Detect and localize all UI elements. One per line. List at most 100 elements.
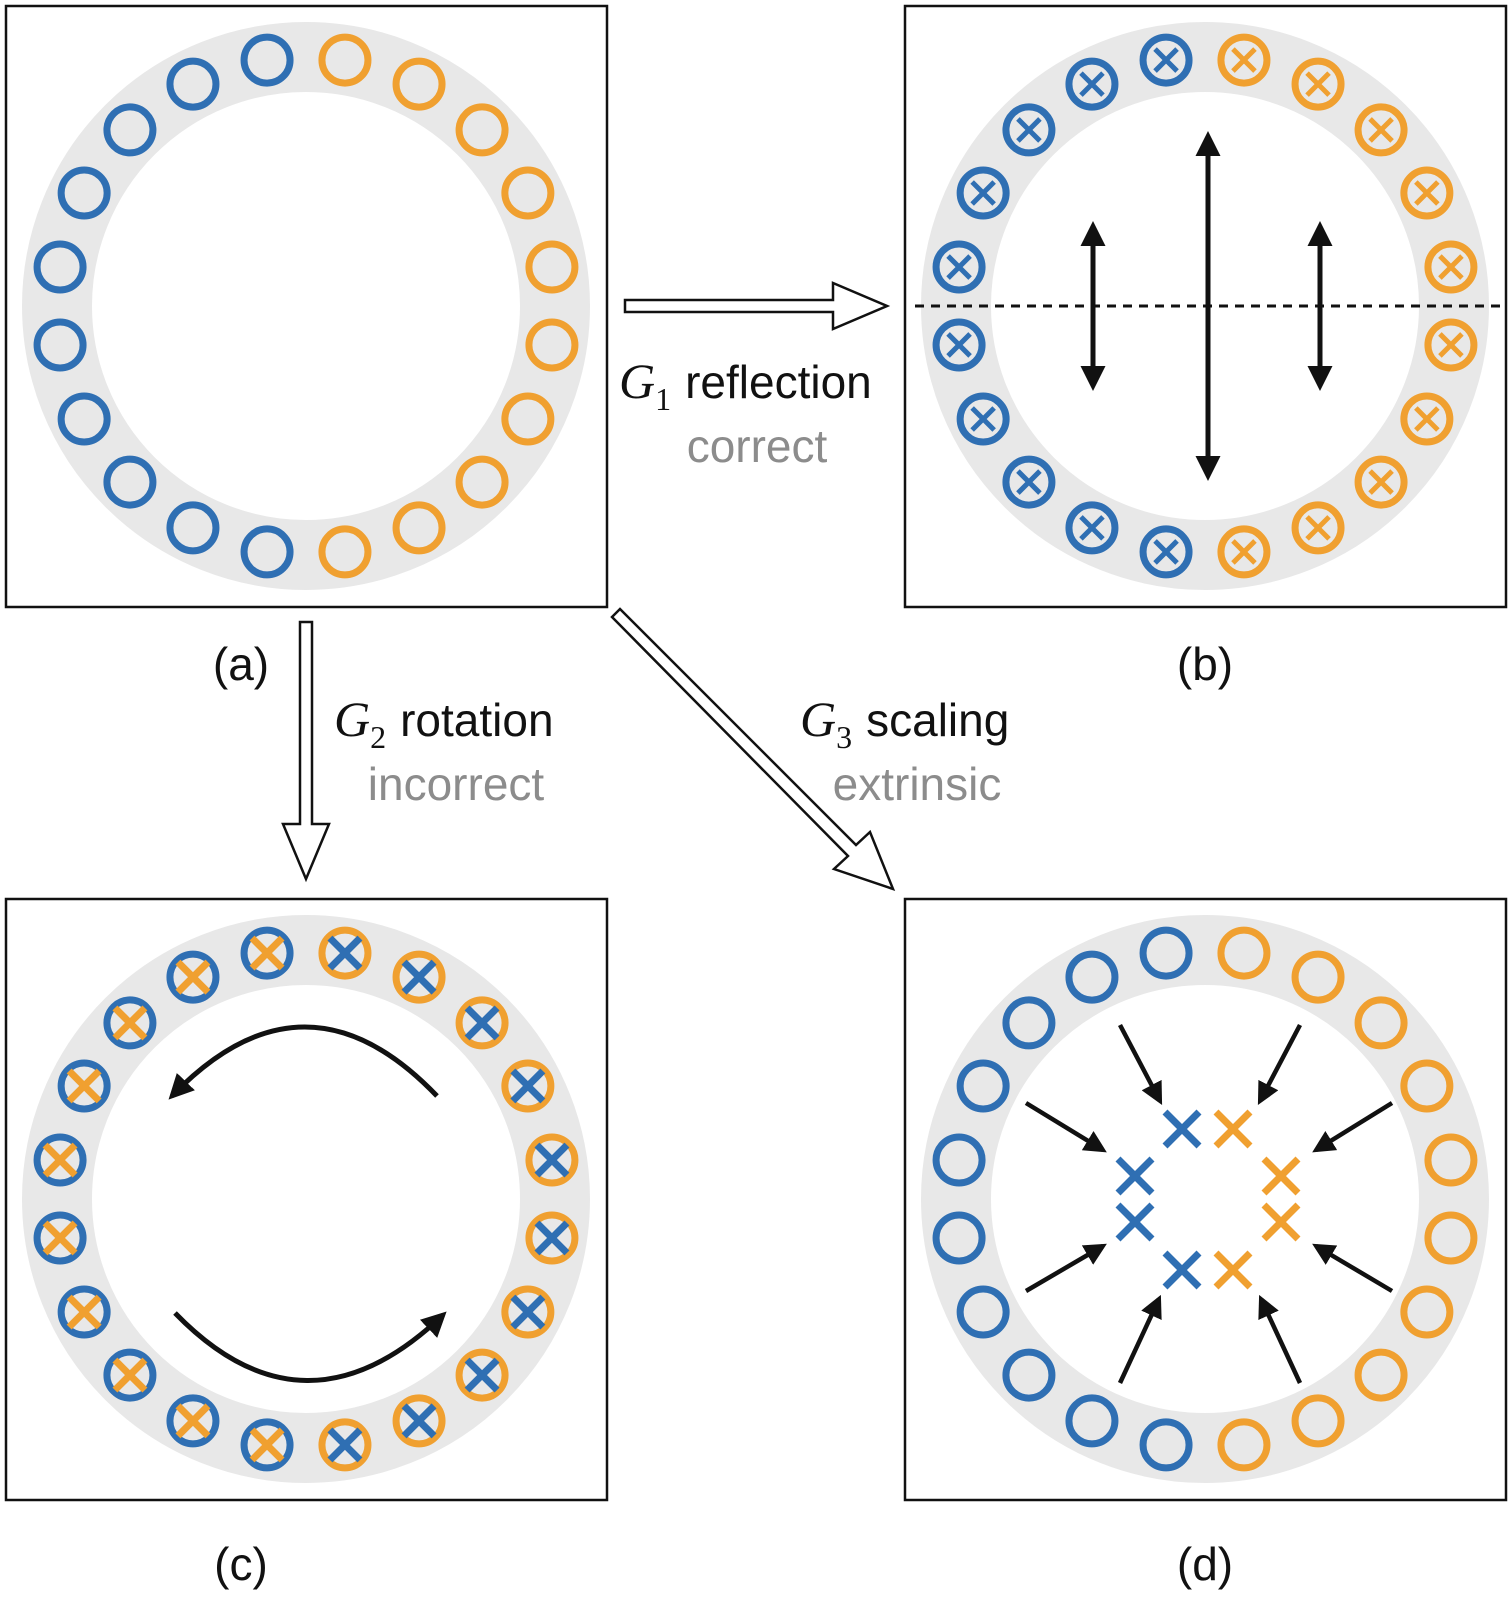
circled-cross-stroke (1438, 254, 1464, 280)
circled-cross-marker-icon (392, 950, 446, 1004)
g3-verdict: extrinsic (833, 758, 1002, 810)
g2-verdict: incorrect (368, 758, 545, 810)
circled-cross-stroke (510, 1068, 546, 1104)
circled-cross-marker-icon (956, 166, 1010, 220)
ring-marker-icon (103, 103, 157, 157)
panel-c-markers (33, 926, 579, 1472)
circled-cross-marker-icon (240, 926, 294, 980)
ring-marker-icon (318, 33, 372, 87)
circled-cross-stroke (970, 180, 996, 206)
cross-marker-icon (1213, 1250, 1253, 1290)
curved-arrow-icon-bottom (173, 1311, 447, 1383)
circled-cross-stroke (1368, 117, 1394, 143)
circled-cross-stroke (1079, 515, 1105, 541)
ring-marker-icon (956, 1059, 1010, 1113)
ring-marker-icon (166, 57, 220, 111)
ring-marker-icon (1424, 1133, 1478, 1187)
circled-cross-marker-icon (525, 1211, 579, 1265)
ring-marker-icon (392, 501, 446, 555)
ring-marker-icon (1217, 1418, 1271, 1472)
inward-arrow-icon (1258, 1294, 1303, 1384)
circled-cross-stroke (175, 959, 211, 995)
circled-cross-marker-icon (1217, 525, 1271, 579)
circled-cross-stroke (534, 1220, 570, 1256)
inward-arrows (1024, 1023, 1394, 1384)
ring-marker-icon (1139, 1418, 1193, 1472)
circled-cross-marker-icon (1424, 240, 1478, 294)
circled-cross-marker-icon (1139, 525, 1193, 579)
ring-marker-icon (455, 103, 509, 157)
circled-cross-stroke (112, 1005, 148, 1041)
cross-marker-icon (1115, 1156, 1155, 1196)
ring-marker-icon (33, 318, 87, 372)
circled-cross-marker-icon (318, 1418, 372, 1472)
ring-marker-icon (1065, 1394, 1119, 1448)
ring-marker-icon (956, 1285, 1010, 1339)
circled-cross-stroke (1016, 469, 1042, 495)
circled-cross-marker-icon (1065, 501, 1119, 555)
circled-cross-marker-icon (455, 1348, 509, 1402)
inward-arrow-icon (1118, 1023, 1163, 1105)
circled-cross-marker-icon (501, 1285, 555, 1339)
ring-marker-icon (1002, 996, 1056, 1050)
ring-marker-icon (103, 455, 157, 509)
g3-transform-arrow (610, 607, 896, 892)
panel-b-markers (932, 33, 1478, 579)
circled-cross-stroke (1079, 71, 1105, 97)
circled-cross-stroke (1305, 515, 1331, 541)
panel-d-frame (903, 897, 1508, 1502)
cross-marker-icon (1261, 1202, 1301, 1242)
circled-cross-marker-icon (166, 950, 220, 1004)
circled-cross-marker-icon (33, 1133, 87, 1187)
panel-d-markers (932, 926, 1478, 1472)
circled-cross-stroke (66, 1294, 102, 1330)
circled-cross-stroke (175, 1403, 211, 1439)
circled-cross-stroke (66, 1068, 102, 1104)
circled-cross-stroke (1153, 539, 1179, 565)
circled-cross-marker-icon (455, 996, 509, 1050)
circled-cross-marker-icon (103, 1348, 157, 1402)
cross-marker-icon (1162, 1250, 1202, 1290)
g3-label: G3 scaling (800, 691, 1009, 755)
circled-cross-stroke (1368, 469, 1394, 495)
circled-cross-stroke (249, 935, 285, 971)
ring-marker-icon (57, 392, 111, 446)
ring-marker-icon (57, 166, 111, 220)
circled-cross-stroke (327, 1427, 363, 1463)
circled-cross-marker-icon (1065, 57, 1119, 111)
panel-d-label: (d) (1177, 1538, 1233, 1590)
circled-cross-marker-icon (1002, 103, 1056, 157)
circled-cross-marker-icon (1291, 501, 1345, 555)
inward-arrow-icon (1024, 1101, 1107, 1153)
circled-cross-marker-icon (1400, 166, 1454, 220)
ring-marker-icon (240, 33, 294, 87)
panel-a-markers (33, 33, 579, 579)
circled-cross-marker-icon (1354, 103, 1408, 157)
ring-marker-icon (1424, 1211, 1478, 1265)
panel-a-ring (22, 22, 590, 590)
circled-cross-marker-icon (240, 1418, 294, 1472)
inward-arrow-icon (1312, 1243, 1394, 1293)
circled-cross-stroke (1305, 71, 1331, 97)
circled-cross-marker-icon (1002, 455, 1056, 509)
circled-cross-stroke (1016, 117, 1042, 143)
circled-cross-marker-icon (166, 1394, 220, 1448)
ring-marker-icon (932, 1211, 986, 1265)
circled-cross-marker-icon (57, 1285, 111, 1339)
panel-a-label: (a) (213, 638, 269, 690)
circled-cross-marker-icon (318, 926, 372, 980)
cross-marker-icon (1162, 1109, 1202, 1149)
g1-verdict: correct (687, 420, 828, 472)
g1-transform-arrow (623, 281, 891, 331)
circled-cross-stroke (464, 1005, 500, 1041)
circled-cross-stroke (1231, 47, 1257, 73)
circled-cross-marker-icon (1217, 33, 1271, 87)
ring-marker-icon (1400, 1059, 1454, 1113)
circled-cross-stroke (970, 406, 996, 432)
ring-marker-icon (392, 57, 446, 111)
panel-c-label: (c) (214, 1538, 268, 1590)
curved-arrow-icon-top (168, 1024, 439, 1100)
panel-d-ring (921, 915, 1489, 1483)
circled-cross-marker-icon (1139, 33, 1193, 87)
circled-cross-stroke (249, 1427, 285, 1463)
